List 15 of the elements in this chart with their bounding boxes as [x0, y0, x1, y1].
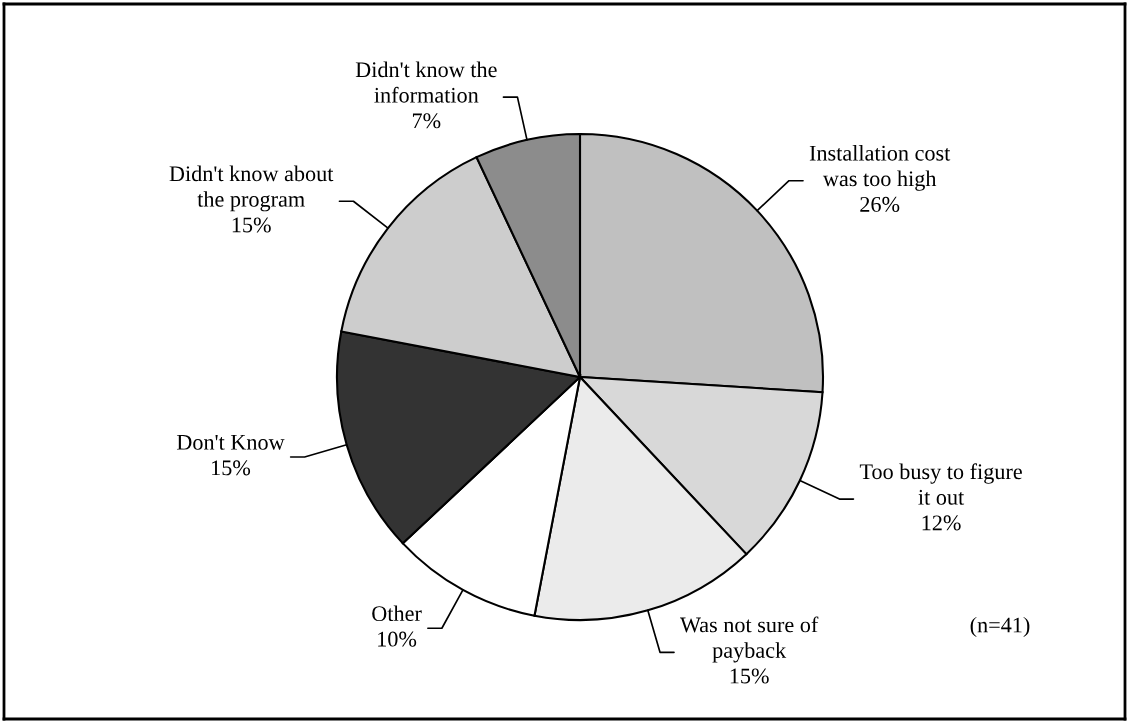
slice-label: Installation cost was too high [809, 145, 951, 191]
slice-label: Too busy to figure it out [859, 463, 1022, 505]
text: (n=41) [970, 616, 1030, 638]
data-label: 15% [212, 460, 251, 476]
data-label: 10% [378, 631, 417, 647]
data-label: 26% [860, 196, 900, 212]
slice-label: Don't Know [176, 435, 285, 450]
data-label: 12% [922, 515, 961, 531]
slice-label: Didn't know the information [355, 61, 497, 103]
data-label: 15% [730, 668, 769, 684]
slice-label: Was not sure of payback [680, 616, 819, 663]
data-label: 15% [232, 217, 271, 233]
slice-label: Didn't know about the program [169, 165, 334, 212]
slice-label: Other [372, 605, 422, 622]
data-label: 7% [412, 113, 441, 129]
